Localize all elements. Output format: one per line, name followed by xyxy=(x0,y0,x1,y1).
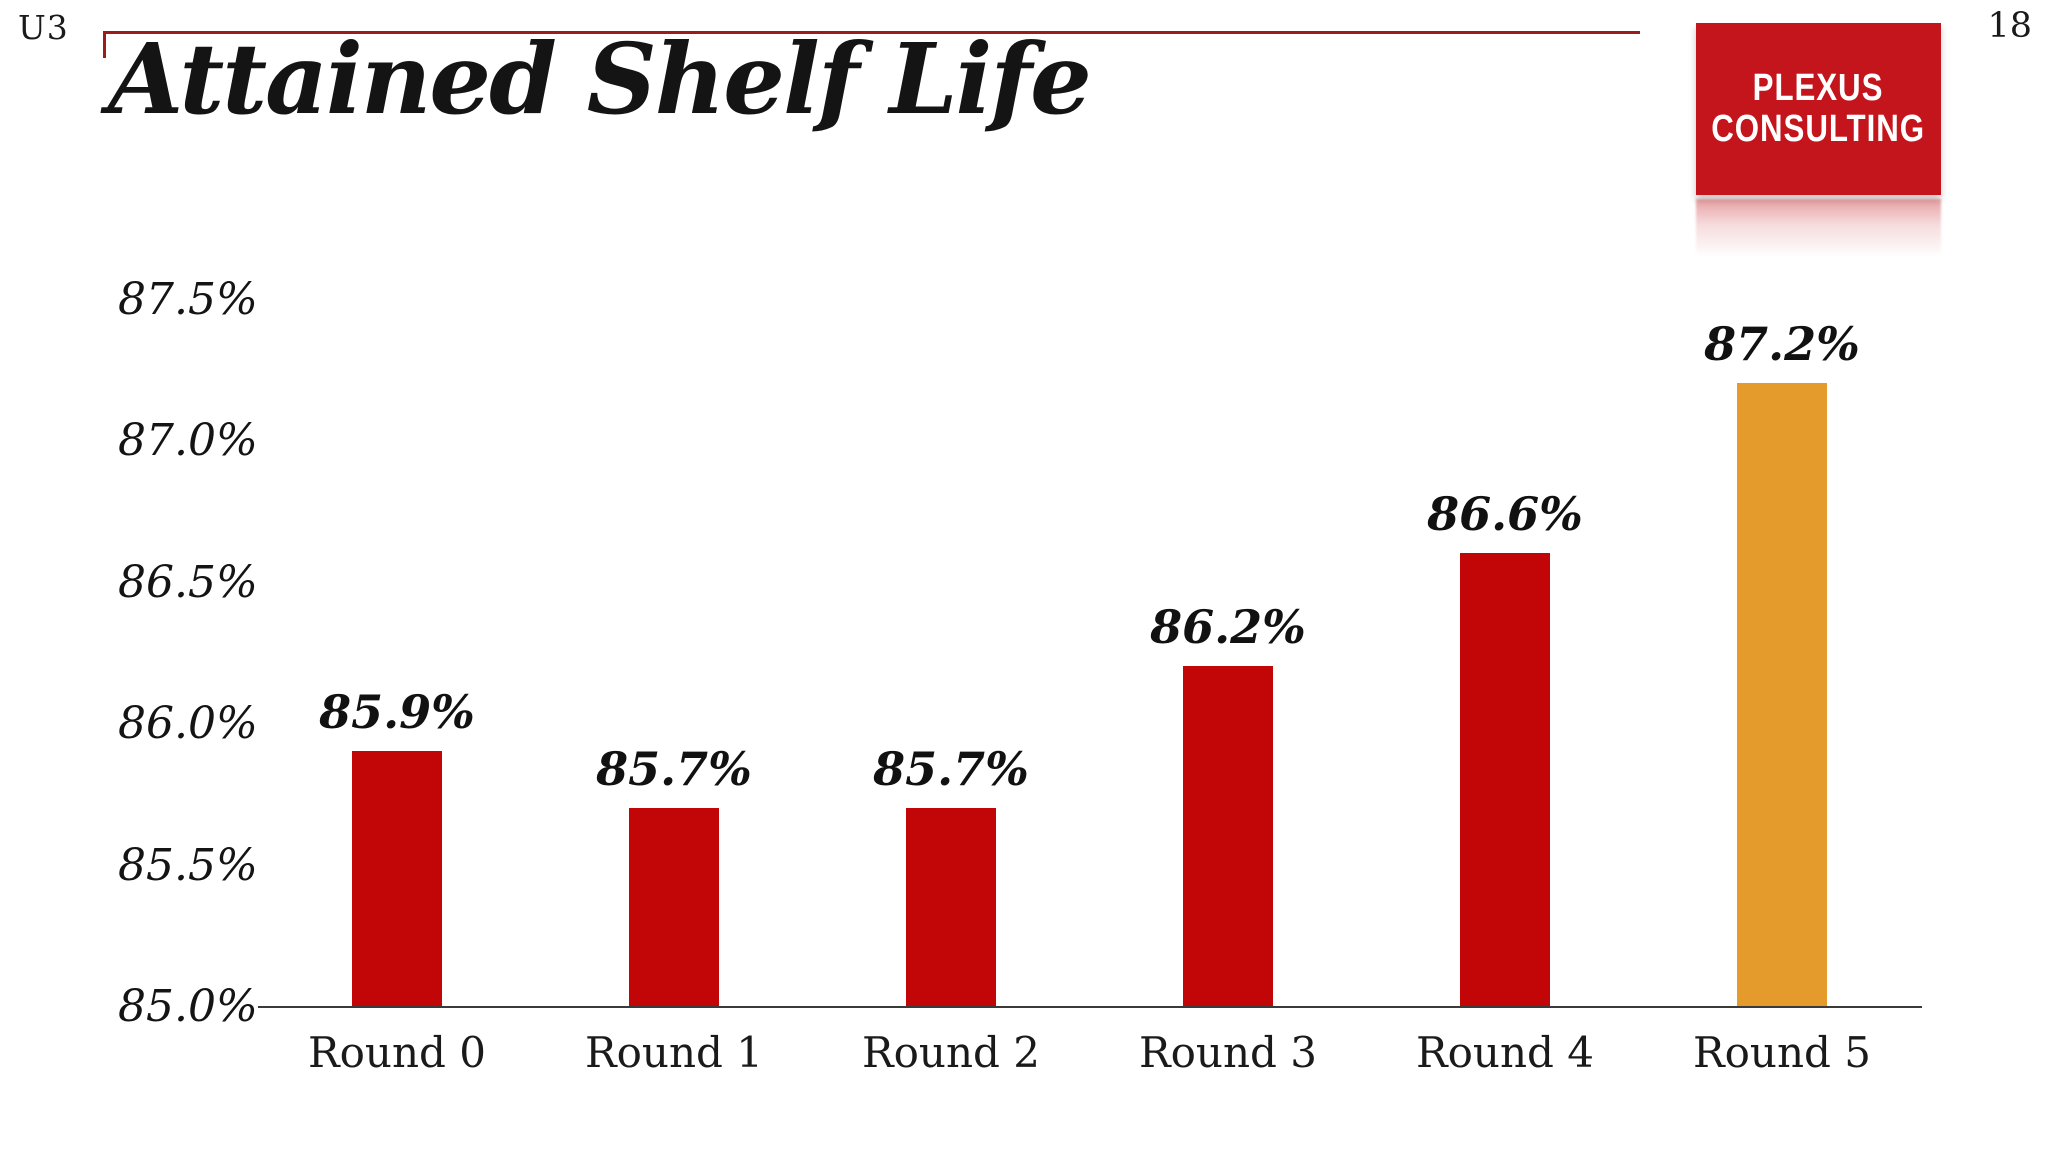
plexus-consulting-logo: PLEXUS CONSULTING xyxy=(1696,23,1941,195)
logo-text-line1: PLEXUS xyxy=(1753,66,1884,109)
bar-round-3 xyxy=(1183,666,1273,1006)
bar-value-label: 86.6% xyxy=(1427,487,1583,542)
slide-code: U3 xyxy=(18,8,69,47)
bar-round-2 xyxy=(906,807,996,1006)
bar-round-4 xyxy=(1460,553,1550,1006)
x-axis-category-label: Round 1 xyxy=(585,1028,763,1077)
bar-value-label: 87.2% xyxy=(1704,317,1860,372)
logo-text-line2: CONSULTING xyxy=(1711,107,1926,151)
bar-value-label: 85.7% xyxy=(873,741,1029,796)
y-axis-tick-label: 85.0% xyxy=(118,981,258,1032)
bar-round-5 xyxy=(1737,383,1827,1006)
y-axis-tick-label: 86.0% xyxy=(118,698,258,749)
bar-value-label: 85.9% xyxy=(319,685,475,740)
bar-round-1 xyxy=(629,807,719,1006)
page-number: 18 xyxy=(1987,6,2032,46)
x-axis-category-label: Round 2 xyxy=(862,1028,1040,1077)
bar-round-0 xyxy=(352,751,442,1006)
y-axis-tick-label: 86.5% xyxy=(118,556,258,608)
accent-line-vertical xyxy=(103,31,106,58)
accent-line-horizontal xyxy=(103,31,1640,34)
y-axis-tick-label: 87.5% xyxy=(118,273,258,325)
logo-reflection xyxy=(1696,199,1941,257)
x-axis-category-label: Round 0 xyxy=(308,1028,486,1077)
slide-title: Attained Shelf Life xyxy=(108,22,1092,136)
x-axis-line xyxy=(258,1006,1922,1008)
bar-value-label: 85.7% xyxy=(596,741,752,796)
bar-value-label: 86.2% xyxy=(1150,600,1306,655)
x-axis-category-label: Round 4 xyxy=(1416,1028,1594,1077)
x-axis-category-label: Round 5 xyxy=(1693,1028,1871,1077)
y-axis-tick-label: 87.0% xyxy=(118,415,258,466)
x-axis-category-label: Round 3 xyxy=(1139,1028,1317,1077)
y-axis-tick-label: 85.5% xyxy=(118,839,258,891)
